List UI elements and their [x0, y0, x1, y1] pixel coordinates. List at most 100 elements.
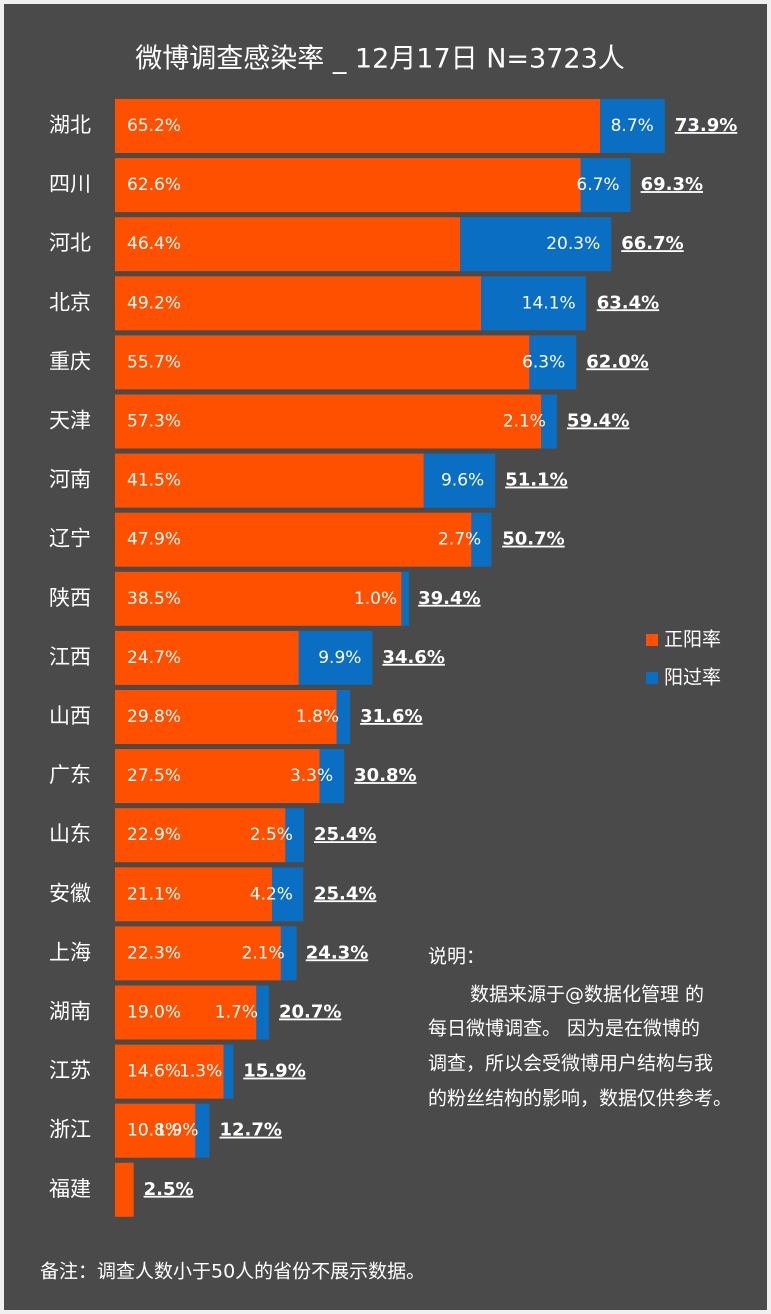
bar-segment: [115, 217, 461, 272]
bar-segment: [580, 158, 631, 213]
bar-segment: [256, 985, 270, 1040]
category-label: 江西: [49, 645, 91, 669]
bar-segment: [115, 453, 424, 508]
value-label: 22.3%: [127, 943, 181, 963]
total-label: 50.7%: [502, 529, 564, 550]
value-label: 46.4%: [127, 234, 181, 254]
bar-segment: [423, 453, 496, 508]
value-label: 1.3%: [179, 1062, 222, 1082]
category-label: 湖北: [49, 113, 91, 137]
total-label: 34.6%: [382, 647, 444, 668]
category-label: 陕西: [49, 586, 91, 610]
bar-segment: [115, 985, 257, 1040]
value-label: 1.7%: [215, 1003, 258, 1023]
value-label: 2.5%: [250, 825, 293, 845]
value-label: 22.9%: [127, 825, 181, 845]
bar-segment: [336, 690, 351, 744]
bar-segment: [471, 512, 492, 567]
bar-segment: [529, 335, 577, 390]
bar-segment: [115, 276, 482, 331]
bar-segment: [600, 99, 665, 153]
category-label: 河南: [49, 468, 91, 492]
category-label: 天津: [49, 409, 91, 433]
value-label: 9.6%: [441, 471, 484, 491]
total-label: 69.3%: [641, 174, 703, 195]
value-label: 1.8%: [296, 707, 339, 727]
category-label: 山东: [49, 822, 91, 846]
total-label: 20.7%: [279, 1002, 341, 1023]
total-label: 51.1%: [505, 470, 567, 491]
bar-segment: [115, 749, 320, 804]
category-label: 广东: [49, 763, 91, 787]
value-label: 9.9%: [318, 648, 361, 668]
total-label: 62.0%: [586, 351, 648, 372]
value-label: 38.5%: [127, 589, 181, 609]
total-label: 59.4%: [567, 411, 629, 432]
total-label: 66.7%: [621, 233, 683, 254]
legend-label: 正阳率: [664, 629, 721, 651]
category-label: 重庆: [49, 349, 91, 373]
category-label: 四川: [49, 172, 91, 196]
bar-segment: [223, 1044, 234, 1099]
value-label: 10.8%: [127, 1121, 181, 1141]
total-label: 25.4%: [314, 824, 376, 845]
bar-segment: [115, 926, 281, 981]
category-label: 湖南: [49, 1000, 91, 1024]
category-label: 辽宁: [49, 527, 91, 551]
legend-label: 阳过率: [664, 667, 721, 689]
bar-segment: [115, 571, 402, 626]
bar-segment: [481, 276, 586, 331]
value-label: 21.1%: [127, 884, 181, 904]
value-label: 14.1%: [522, 293, 576, 313]
total-label: 39.4%: [418, 588, 480, 609]
value-label: 55.7%: [127, 352, 181, 372]
bar-segment: [115, 808, 286, 863]
total-label: 15.9%: [243, 1061, 305, 1082]
bar-segment: [271, 867, 304, 922]
bar-segment: [285, 808, 304, 863]
total-label: 25.4%: [314, 883, 376, 904]
total-label: 73.9%: [675, 115, 737, 136]
bar-segment: [319, 749, 345, 804]
bar-segment: [115, 512, 472, 567]
value-label: 2.1%: [242, 943, 285, 963]
value-label: 14.6%: [127, 1062, 181, 1082]
bar-segment: [401, 571, 409, 626]
bar-segment: [115, 335, 530, 390]
total-label: 63.4%: [597, 292, 659, 313]
legend-swatch: [646, 634, 658, 646]
note-line: 的粉丝结构的影响，数据仅供参考。: [428, 1088, 732, 1110]
category-label: 浙江: [49, 1118, 91, 1142]
bar-segment: [115, 867, 272, 922]
value-label: 1.9%: [155, 1121, 198, 1141]
bar-segment: [115, 99, 601, 153]
value-label: 8.7%: [611, 116, 654, 136]
bar-segment: [460, 217, 612, 272]
bar-segment: [115, 158, 581, 213]
bar-segment: [280, 926, 297, 981]
value-label: 2.7%: [438, 530, 481, 550]
value-label: 4.2%: [250, 884, 293, 904]
total-label: 12.7%: [219, 1120, 281, 1141]
total-label: 31.6%: [360, 706, 422, 727]
value-label: 20.3%: [546, 234, 600, 254]
value-label: 2.1%: [503, 412, 546, 432]
value-label: 65.2%: [127, 116, 181, 136]
bar-segment: [541, 394, 557, 449]
bar-segment: [298, 630, 373, 685]
category-label: 安徽: [49, 881, 91, 905]
value-label: 57.3%: [127, 412, 181, 432]
bar-segment: [115, 394, 542, 449]
category-label: 福建: [49, 1177, 91, 1201]
total-label: 30.8%: [354, 765, 416, 786]
value-label: 47.9%: [127, 530, 181, 550]
value-label: 41.5%: [127, 471, 181, 491]
value-label: 27.5%: [127, 766, 181, 786]
category-label: 江苏: [49, 1059, 91, 1083]
value-label: 62.6%: [127, 175, 181, 195]
total-label: 2.5%: [144, 1179, 194, 1200]
value-label: 3.3%: [290, 766, 333, 786]
value-label: 19.0%: [127, 1003, 181, 1023]
